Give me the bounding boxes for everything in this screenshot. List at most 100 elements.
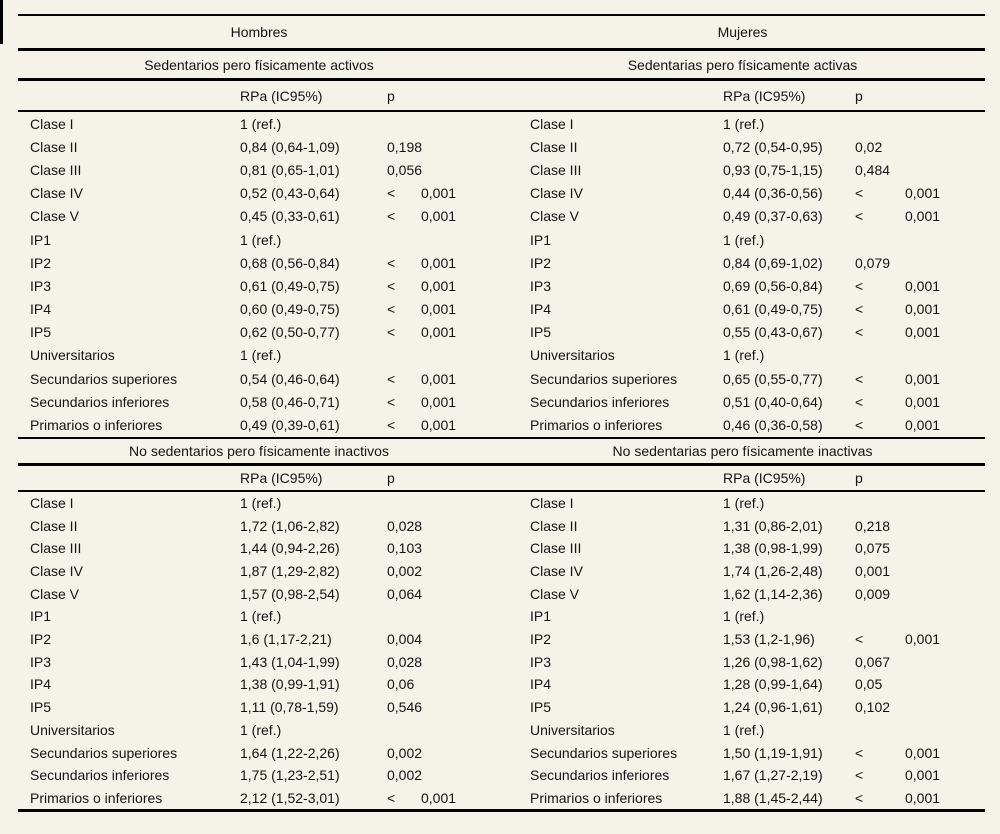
table-row: IP1 1 (ref.) IP1 1 (ref.) xyxy=(18,605,985,628)
less-than-sign: < xyxy=(855,417,864,434)
row-half-hombres: IP3 0,61 (0,49-0,75) <0,001 xyxy=(18,274,500,297)
gender-header-mujeres: Mujeres xyxy=(717,24,768,40)
p-number: 0,001 xyxy=(905,301,941,318)
row-half-hombres: Secundarios inferiores 0,58 (0,46-0,71) <0… xyxy=(18,390,500,413)
row-label: Clase III xyxy=(30,161,82,178)
rpa-value: 0,68 (0,56-0,84) xyxy=(240,254,340,271)
table-row: Clase I 1 (ref.) Clase I 1 (ref.) xyxy=(18,492,985,515)
row-half-mujeres: IP3 1,26 (0,98-1,62) 0,067 xyxy=(500,650,985,673)
p-number: 0,001 xyxy=(905,185,941,202)
p-number: 0,001 xyxy=(421,324,457,341)
rpa-value: 1 (ref.) xyxy=(723,721,765,738)
row-half-mujeres: Clase V 1,62 (1,14-2,36) 0,009 xyxy=(500,582,985,605)
table-row: IP4 1,38 (0,99-1,91) 0,06 IP4 1,28 (0,99-1,6… xyxy=(18,673,985,696)
rpa-value: 1,6 (1,17-2,21) xyxy=(240,631,332,648)
row-half-mujeres: Clase V 0,49 (0,37-0,63) <0,001 xyxy=(500,205,985,228)
row-label: Clase II xyxy=(30,138,78,155)
row-label: IP5 xyxy=(530,324,552,341)
p-value: 0,002 xyxy=(387,563,423,580)
section2-rows: Clase I 1 (ref.) Clase I 1 (ref.) Clase II 1,… xyxy=(18,492,985,810)
table-row: Secundarios inferiores 0,58 (0,46-0,71) <0… xyxy=(18,390,985,413)
row-half-hombres: Clase V 0,45 (0,33-0,61) <0,001 xyxy=(18,205,500,228)
p-value: <0,001 xyxy=(387,255,500,271)
row-half-mujeres: IP5 1,24 (0,96-1,61) 0,102 xyxy=(500,696,985,719)
row-half-hombres: Clase III 0,81 (0,65-1,01) 0,056 xyxy=(18,158,500,181)
table-row: Universitarios 1 (ref.) Universitarios 1 (r… xyxy=(18,719,985,742)
row-half-hombres: Clase I 1 (ref.) xyxy=(18,112,500,135)
p-value: 0,198 xyxy=(387,138,423,155)
rpa-value: 0,62 (0,50-0,77) xyxy=(240,324,340,341)
rpa-value: 1,87 (1,29-2,82) xyxy=(240,563,340,580)
p-value: 0,02 xyxy=(855,138,883,155)
section2-title-left: No sedentarios pero físicamente inactivo… xyxy=(129,442,389,459)
row-label: Universitarios xyxy=(530,721,615,738)
row-half-hombres: Universitarios 1 (ref.) xyxy=(18,344,500,367)
p-value: 0,009 xyxy=(855,585,891,602)
row-half-hombres: Clase IV 0,52 (0,43-0,64) <0,001 xyxy=(18,182,500,205)
column-header-row: RPa (IC95%) p RPa (IC95%) p xyxy=(18,466,985,490)
row-label: IP1 xyxy=(530,608,552,625)
row-label: IP2 xyxy=(30,631,52,648)
divider xyxy=(18,14,985,16)
rpa-value: 1,38 (0,99-1,91) xyxy=(240,676,340,693)
row-label: Secundarios superiores xyxy=(530,370,678,387)
row-half-hombres: Clase IV 1,87 (1,29-2,82) 0,002 xyxy=(18,560,500,583)
row-label: IP4 xyxy=(30,676,52,693)
rpa-value: 2,12 (1,52-3,01) xyxy=(240,789,340,806)
row-label: Clase II xyxy=(530,138,578,155)
table-row: Clase III 1,44 (0,94-2,26) 0,103 Clase III 1… xyxy=(18,537,985,560)
rpa-value: 1,53 (1,2-1,96) xyxy=(723,631,815,648)
p-number: 0,001 xyxy=(421,301,457,318)
row-label: IP4 xyxy=(30,301,52,318)
row-label: Clase III xyxy=(30,540,82,557)
rpa-value: 0,61 (0,49-0,75) xyxy=(723,301,823,318)
table-row: Secundarios superiores 1,64 (1,22-2,26) 0,… xyxy=(18,741,985,764)
less-than-sign: < xyxy=(855,767,864,784)
row-half-hombres: IP5 0,62 (0,50-0,77) <0,001 xyxy=(18,321,500,344)
less-than-sign: < xyxy=(387,277,396,294)
rpa-column-header: RPa (IC95%) xyxy=(723,87,806,104)
row-label: IP5 xyxy=(30,699,52,716)
p-value: <0,001 xyxy=(387,371,500,387)
row-half-hombres: IP2 0,68 (0,56-0,84) <0,001 xyxy=(18,251,500,274)
row-half-mujeres: IP5 0,55 (0,43-0,67) <0,001 xyxy=(500,321,985,344)
less-than-sign: < xyxy=(387,324,396,341)
less-than-sign: < xyxy=(855,185,864,202)
rpa-value: 1,75 (1,23-2,51) xyxy=(240,767,340,784)
row-label: IP5 xyxy=(30,324,52,341)
row-half-hombres: Primarios o inferiores 0,49 (0,39-0,61) <0… xyxy=(18,413,500,436)
p-number: 0,001 xyxy=(421,370,457,387)
row-half-hombres: IP4 1,38 (0,99-1,91) 0,06 xyxy=(18,673,500,696)
table-row: Clase IV 1,87 (1,29-2,82) 0,002 Clase IV 1,7… xyxy=(18,560,985,583)
rpa-value: 1,44 (0,94-2,26) xyxy=(240,540,340,557)
less-than-sign: < xyxy=(855,789,864,806)
rpa-value: 1 (ref.) xyxy=(240,231,282,248)
row-label: Clase I xyxy=(530,115,574,132)
row-label: Secundarios superiores xyxy=(530,744,678,761)
p-value: <0,001 xyxy=(855,324,985,340)
rpa-value: 0,46 (0,36-0,58) xyxy=(723,417,823,434)
table-row: IP3 0,61 (0,49-0,75) <0,001 IP3 0,69 (0,56-0… xyxy=(18,274,985,297)
p-number: 0,001 xyxy=(905,277,941,294)
rpa-value: 1,74 (1,26-2,48) xyxy=(723,563,823,580)
divider xyxy=(18,462,985,466)
table-row: Secundarios superiores 0,54 (0,46-0,64) <0… xyxy=(18,367,985,390)
section2-title-right: No sedentarias pero físicamente inactiva… xyxy=(612,442,873,459)
rpa-value: 1,43 (1,04-1,99) xyxy=(240,653,340,670)
row-label: Clase IV xyxy=(30,563,83,580)
table-row: Clase II 0,84 (0,64-1,09) 0,198 Clase II 0,7… xyxy=(18,135,985,158)
less-than-sign: < xyxy=(387,185,396,202)
p-value: 0,028 xyxy=(387,653,423,670)
row-label: Universitarios xyxy=(30,347,115,364)
p-value: <0,001 xyxy=(855,631,985,647)
p-number: 0,001 xyxy=(905,767,941,784)
row-half-hombres: IP4 0,60 (0,49-0,75) <0,001 xyxy=(18,298,500,321)
less-than-sign: < xyxy=(855,744,864,761)
rpa-value: 0,45 (0,33-0,61) xyxy=(240,208,340,225)
p-value: 0,004 xyxy=(387,631,423,648)
results-table: Hombres Mujeres Sedentarios pero físicam… xyxy=(18,14,985,813)
row-half-hombres: Clase III 1,44 (0,94-2,26) 0,103 xyxy=(18,537,500,560)
row-half-hombres: Primarios o inferiores 2,12 (1,52-3,01) <0… xyxy=(18,787,500,810)
p-column-header: p xyxy=(387,87,395,104)
p-value: <0,001 xyxy=(855,278,985,294)
